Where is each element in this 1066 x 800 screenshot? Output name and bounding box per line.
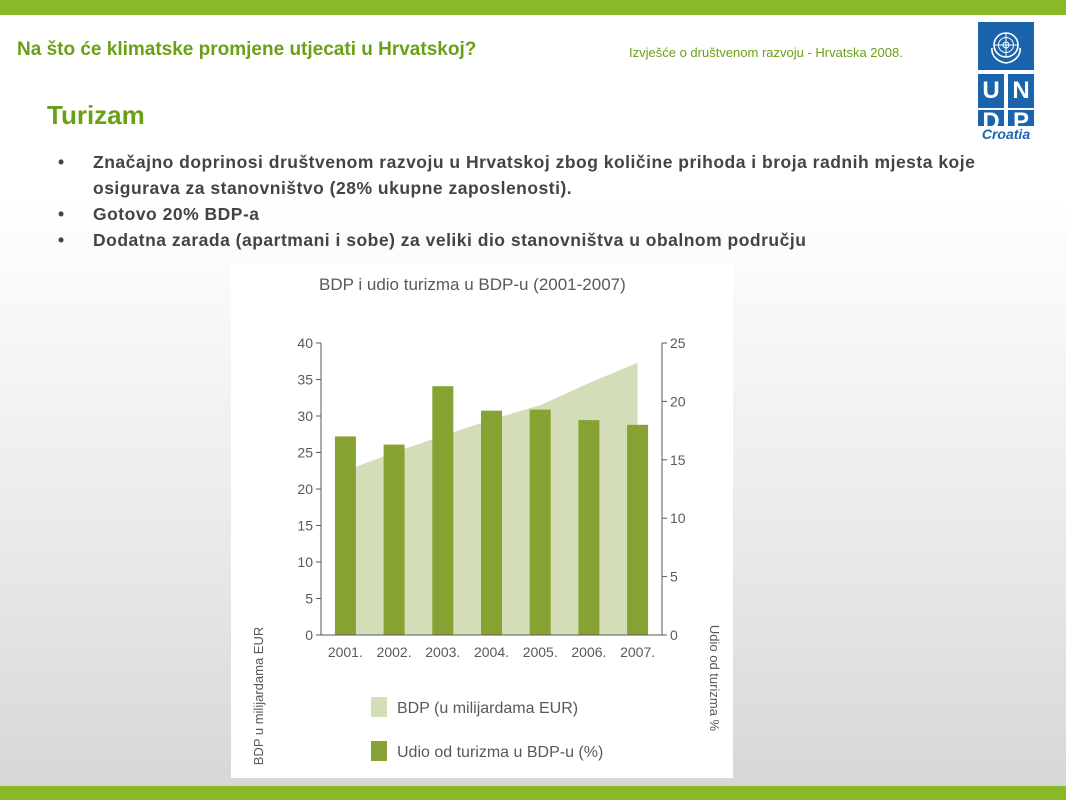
bullet-list: • Značajno doprinosi društvenom razvoju u…	[58, 149, 1058, 253]
x-tick-label: 2007.	[620, 644, 655, 660]
logo-country: Croatia	[981, 126, 1031, 142]
tourism-bar	[627, 424, 649, 635]
legend-label-tourism: Udio od turizma u BDP-u (%)	[397, 744, 603, 761]
tourism-bar	[383, 444, 405, 635]
x-tick-label: 2003.	[425, 644, 460, 660]
un-emblem-icon	[978, 22, 1034, 70]
bullet-item: • Gotovo 20% BDP-a	[58, 201, 1058, 227]
chart-canvas: BDP i udio turizma u BDP-u (2001-2007) 0…	[251, 275, 722, 765]
y-left-tick-label: 10	[297, 554, 313, 570]
logo-letter-p: P	[1008, 110, 1034, 126]
y-left-tick-label: 15	[297, 518, 313, 534]
tourism-bar	[481, 410, 502, 635]
logo-letter-n: N	[1008, 74, 1034, 108]
top-accent-bar	[0, 0, 1066, 15]
legend-label-gdp: BDP (u milijardama EUR)	[397, 700, 578, 717]
y-left-tick-label: 30	[297, 408, 313, 424]
tourism-bar	[334, 436, 356, 635]
report-reference: Izvješće o društvenom razvoju - Hrvatska…	[629, 45, 903, 60]
y-right-tick-label: 10	[670, 510, 686, 526]
logo-letter-u: U	[978, 74, 1004, 108]
legend-swatch-tourism	[371, 741, 387, 761]
x-tick-label: 2002.	[377, 644, 412, 660]
gdp-tourism-chart: BDP i udio turizma u BDP-u (2001-2007) 0…	[231, 264, 733, 778]
x-tick-label: 2004.	[474, 644, 509, 660]
y-right-tick-label: 5	[670, 569, 678, 585]
y-right-tick-label: 0	[670, 627, 678, 643]
bullet-dot: •	[58, 152, 65, 172]
y-left-tick-label: 0	[305, 627, 313, 643]
y-right-tick-label: 15	[670, 452, 686, 468]
bullet-text: Gotovo 20% BDP-a	[93, 204, 260, 224]
x-tick-label: 2001.	[328, 644, 363, 660]
undp-logo: U N D P Croatia	[978, 22, 1034, 144]
y-left-tick-label: 20	[297, 481, 313, 497]
y-right-tick-label: 25	[670, 335, 686, 351]
x-tick-label: 2005.	[523, 644, 558, 660]
bullet-dot: •	[58, 230, 65, 250]
section-title: Turizam	[47, 100, 145, 130]
slide-headline: Na što će klimatske promjene utjecati u …	[17, 39, 477, 60]
logo-letter-d: D	[978, 110, 1004, 126]
bullet-dot: •	[58, 204, 65, 224]
y-left-tick-label: 5	[305, 591, 313, 607]
bullet-text: Dodatna zarada (apartmani i sobe) za vel…	[93, 230, 807, 250]
y-axis-right-label: Udio od turizma %	[707, 625, 722, 732]
bottom-accent-bar	[0, 786, 1066, 800]
y-left-tick-label: 25	[297, 445, 313, 461]
y-axis-left-label: BDP u milijardama EUR	[251, 627, 266, 765]
bullet-text: Značajno doprinosi društvenom razvoju u …	[93, 152, 976, 198]
y-left-tick-label: 40	[297, 335, 313, 351]
y-right-tick-label: 20	[670, 393, 686, 409]
tourism-bar	[578, 420, 600, 635]
y-left-tick-label: 35	[297, 372, 313, 388]
bullet-item: • Značajno doprinosi društvenom razvoju u…	[58, 149, 1058, 201]
chart-title: BDP i udio turizma u BDP-u (2001-2007)	[319, 275, 626, 294]
x-tick-label: 2006.	[571, 644, 606, 660]
bullet-item: • Dodatna zarada (apartmani i sobe) za ve…	[58, 227, 1058, 253]
tourism-bar	[432, 386, 454, 635]
legend-swatch-gdp	[371, 697, 387, 717]
tourism-bar	[529, 409, 551, 635]
